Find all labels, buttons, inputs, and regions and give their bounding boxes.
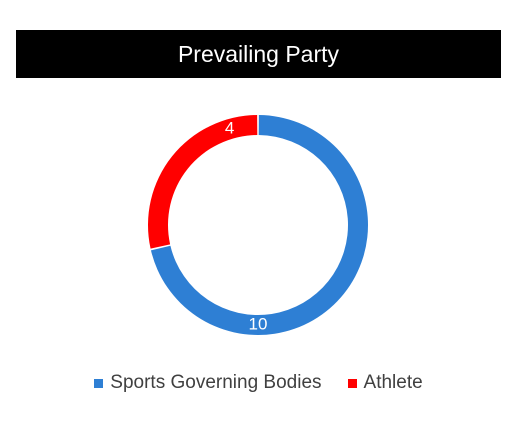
chart-title: Prevailing Party [16, 30, 501, 78]
legend-item-athlete: Athlete [347, 372, 423, 394]
legend-item-sports-governing-bodies: Sports Governing Bodies [94, 372, 322, 394]
data-label-sports-governing-bodies: 10 [249, 314, 268, 333]
data-label-athlete: 4 [225, 119, 234, 138]
legend-label-sports-governing-bodies: Sports Governing Bodies [110, 372, 322, 393]
legend-label-athlete: Athlete [363, 372, 423, 393]
legend-swatch-sports-governing-bodies [94, 378, 104, 388]
legend: Sports Governing Bodies Athlete [0, 372, 517, 394]
legend-swatch-athlete [347, 378, 357, 388]
donut-slice-athlete [148, 115, 258, 249]
